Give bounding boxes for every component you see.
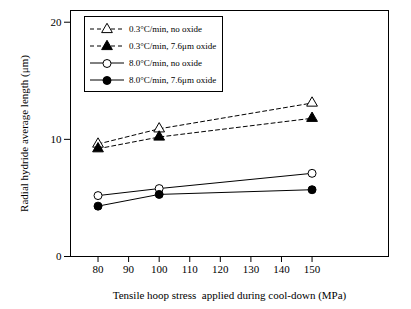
svg-text:10: 10 xyxy=(51,133,63,145)
svg-text:Radial hydride average length: Radial hydride average length (μm) xyxy=(18,55,31,212)
svg-text:80: 80 xyxy=(93,263,105,275)
svg-text:110: 110 xyxy=(182,263,199,275)
svg-text:100: 100 xyxy=(151,263,168,275)
svg-text:90: 90 xyxy=(123,263,135,275)
svg-text:20: 20 xyxy=(51,16,63,28)
svg-text:Tensile hoop stress applied d: Tensile hoop stress applied during cool-… xyxy=(113,289,347,302)
html-text:0.3°C/min, no oxide: 0.3°C/min, no oxide xyxy=(129,23,203,34)
html-text:0.3°C/min, 7.6μm oxide: 0.3°C/min, 7.6μm oxide xyxy=(129,40,217,51)
svg-text:150: 150 xyxy=(304,263,321,275)
html-text:8.0°C/min, 7.6μm oxide: 8.0°C/min, 7.6μm oxide xyxy=(129,74,217,85)
svg-text:120: 120 xyxy=(212,263,229,275)
svg-text:130: 130 xyxy=(243,263,260,275)
svg-text:0: 0 xyxy=(56,250,62,262)
svg-text:140: 140 xyxy=(273,263,290,275)
html-text:8.0°C/min, no oxide: 8.0°C/min, no oxide xyxy=(129,57,203,68)
